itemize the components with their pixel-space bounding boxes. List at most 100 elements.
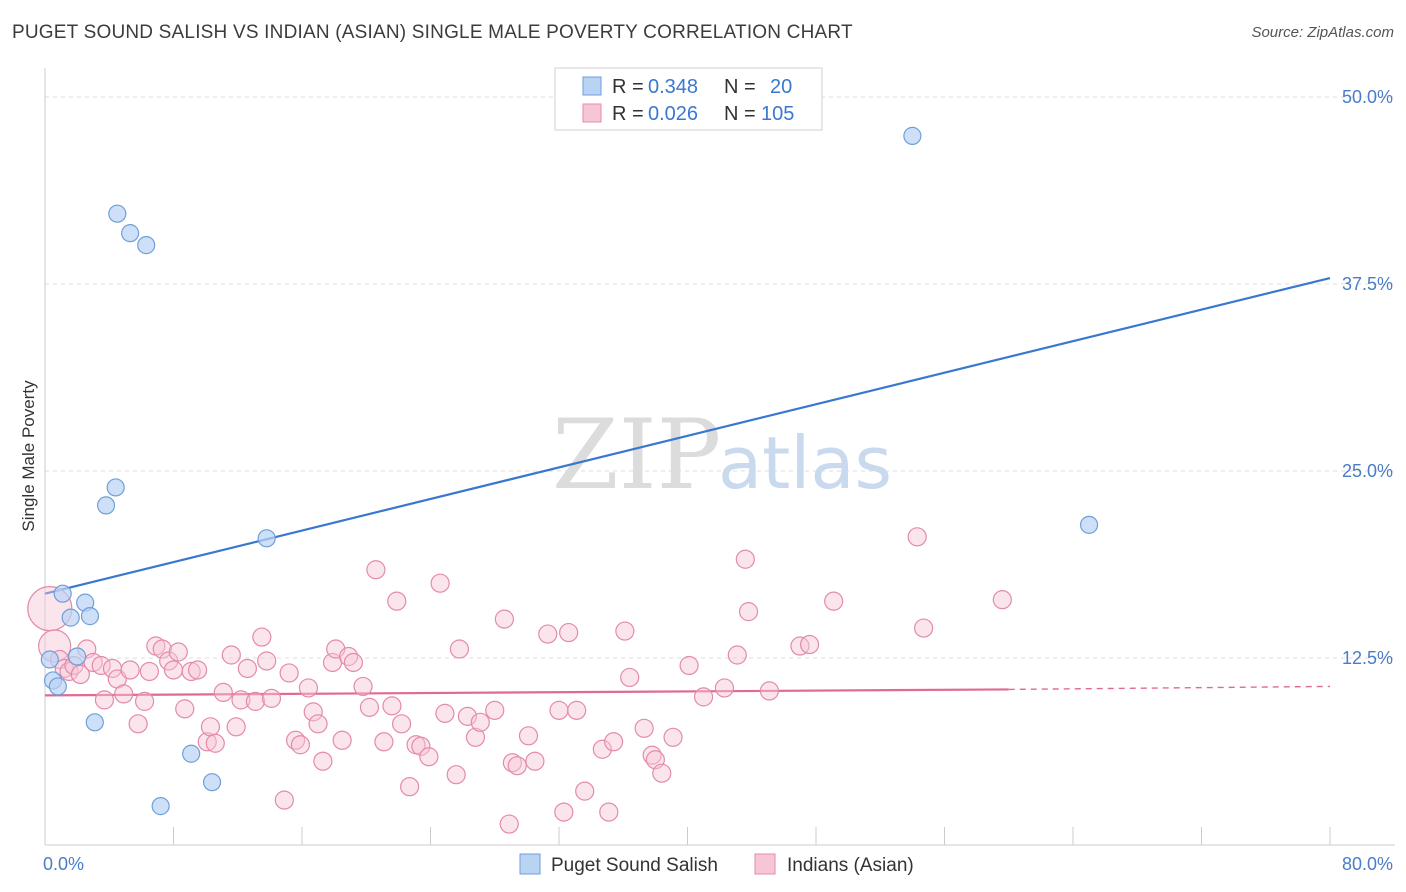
point-puget-sound-salish xyxy=(85,713,104,732)
point-indians-asian xyxy=(70,664,90,685)
point-indians-asian xyxy=(549,700,569,720)
point-indians-asian xyxy=(391,714,412,734)
y-axis-title: Single Male Poverty xyxy=(19,380,38,532)
legend-n-label-1: N = xyxy=(724,76,756,98)
point-indians-asian xyxy=(419,747,439,767)
point-puget-sound-salish xyxy=(68,647,87,666)
watermark-zip: ZIP xyxy=(552,399,721,511)
point-indians-asian xyxy=(303,702,323,722)
x-tick-label-max: 80.0% xyxy=(1342,854,1393,874)
trend-line-puget-sound-salish xyxy=(44,276,1331,595)
point-indians-asian xyxy=(221,645,241,665)
point-indians-asian xyxy=(213,682,233,703)
point-indians-asian xyxy=(620,667,640,688)
point-puget-sound-salish xyxy=(48,677,67,696)
axes xyxy=(44,68,1395,846)
point-puget-sound-salish xyxy=(137,236,156,255)
watermark-atlas: atlas xyxy=(718,421,892,505)
point-puget-sound-salish xyxy=(61,608,80,627)
point-indians-asian xyxy=(400,777,420,797)
point-indians-asian xyxy=(290,735,310,755)
point-indians-asian xyxy=(430,573,450,593)
point-indians-asian xyxy=(94,690,115,710)
point-indians-asian xyxy=(727,645,747,665)
point-indians-asian xyxy=(759,681,780,701)
point-puget-sound-salish xyxy=(53,584,72,603)
y-tick-label: 37.5% xyxy=(1342,274,1393,294)
point-indians-asian xyxy=(163,660,184,680)
point-indians-asian xyxy=(914,618,934,638)
point-indians-asian xyxy=(538,624,558,644)
bottom-legend-swatch-pink xyxy=(754,853,776,875)
point-indians-asian xyxy=(366,560,386,580)
y-tick-label: 12.5% xyxy=(1342,648,1393,668)
point-indians-asian xyxy=(799,634,820,655)
legend-swatch-pink xyxy=(582,103,602,123)
chart-title: PUGET SOUND SALISH VS INDIAN (ASIAN) SIN… xyxy=(12,22,853,43)
point-indians-asian xyxy=(134,691,155,711)
point-indians-asian xyxy=(714,678,735,698)
point-indians-asian xyxy=(308,714,328,734)
legend-n-value-2: 105 xyxy=(761,103,794,125)
point-indians-asian xyxy=(449,639,470,659)
point-indians-asian xyxy=(652,763,672,783)
point-indians-asian xyxy=(382,696,402,716)
top-legend: R = 0.348 N = 20 R = 0.026 N = 105 xyxy=(554,67,823,131)
point-indians-asian xyxy=(114,684,134,704)
point-indians-asian xyxy=(197,732,217,752)
point-indians-asian xyxy=(592,739,612,759)
point-puget-sound-salish xyxy=(903,126,922,145)
point-indians-asian xyxy=(735,549,755,569)
point-indians-asian xyxy=(525,751,545,771)
legend-swatch-blue xyxy=(582,76,602,96)
y-tick-label: 50.0% xyxy=(1342,87,1393,107)
point-puget-sound-salish xyxy=(257,529,276,548)
point-indians-asian xyxy=(120,660,140,680)
legend-r-value-2: 0.026 xyxy=(648,103,698,125)
point-puget-sound-salish xyxy=(151,797,170,816)
point-puget-sound-salish xyxy=(1079,515,1099,534)
point-indians-asian xyxy=(470,712,490,732)
point-indians-asian xyxy=(499,814,519,834)
point-indians-asian xyxy=(353,676,373,697)
point-indians-asian xyxy=(507,756,527,776)
point-indians-asian xyxy=(567,700,587,720)
point-indians-asian xyxy=(559,622,579,643)
point-indians-asian xyxy=(615,621,635,641)
point-indians-asian xyxy=(824,591,844,611)
y-tick-labels: 12.5% 25.0% 37.5% 50.0% xyxy=(1342,87,1393,668)
point-indians-asian xyxy=(634,718,654,738)
data-points xyxy=(27,126,1099,834)
point-puget-sound-salish xyxy=(80,607,100,626)
point-puget-sound-salish xyxy=(40,650,59,669)
y-tick-label: 25.0% xyxy=(1342,461,1393,481)
point-indians-asian xyxy=(139,661,160,682)
point-indians-asian xyxy=(465,727,486,747)
point-indians-asian xyxy=(992,590,1012,610)
point-puget-sound-salish xyxy=(106,478,125,497)
point-indians-asian xyxy=(679,655,699,676)
point-indians-asian xyxy=(274,790,294,810)
legend-r-label-1: R = xyxy=(612,76,644,98)
point-indians-asian xyxy=(790,636,810,656)
point-puget-sound-salish xyxy=(96,496,116,515)
point-indians-asian xyxy=(738,602,759,622)
point-indians-asian xyxy=(226,717,246,737)
grid-lines xyxy=(45,96,1395,659)
point-indians-asian xyxy=(252,627,272,647)
trend-line-indians-asian-extrapolated xyxy=(1008,685,1331,691)
point-indians-asian xyxy=(245,691,266,711)
point-indians-asian xyxy=(187,660,208,680)
legend-r-label-2: R = xyxy=(612,103,644,125)
point-indians-asian xyxy=(494,609,514,629)
point-indians-asian xyxy=(257,651,277,671)
x-tick-label-min: 0.0% xyxy=(43,854,84,874)
point-indians-asian xyxy=(313,751,333,771)
point-indians-asian xyxy=(175,699,195,719)
bottom-legend-label-pink: Indians (Asian) xyxy=(787,855,914,876)
watermark: ZIP atlas xyxy=(552,399,892,511)
legend-r-value-1: 0.348 xyxy=(648,76,698,98)
point-puget-sound-salish xyxy=(108,204,127,223)
point-indians-asian xyxy=(200,717,221,737)
